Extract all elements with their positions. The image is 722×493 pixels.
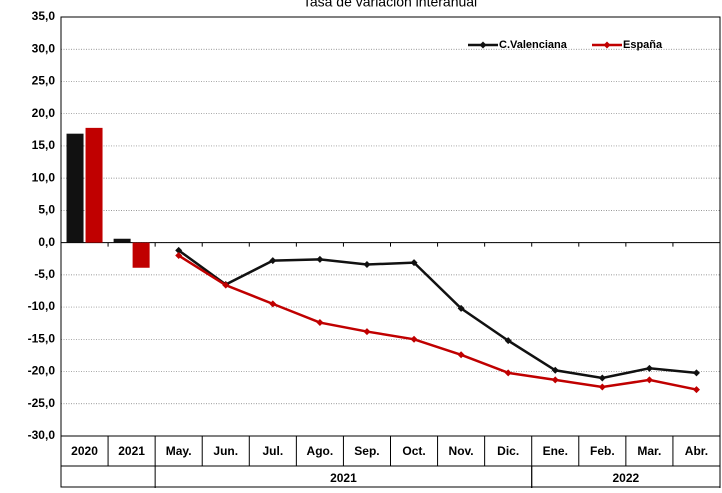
marker <box>316 319 324 327</box>
marker <box>316 255 324 263</box>
marker <box>692 386 700 394</box>
marker <box>692 369 700 377</box>
marker <box>457 351 465 359</box>
x-tick-label: Jun. <box>213 444 238 458</box>
x-tick-label: Ago. <box>307 444 334 458</box>
x-tick-label: 2020 <box>71 444 98 458</box>
marker <box>598 374 606 382</box>
y-tick-label: -5,0 <box>34 267 55 281</box>
group-label: 2021 <box>330 471 357 485</box>
bar <box>113 238 131 243</box>
marker <box>551 366 559 374</box>
marker <box>410 259 418 267</box>
y-tick-label: -25,0 <box>28 396 56 410</box>
marker <box>175 252 183 260</box>
marker <box>504 337 512 345</box>
y-tick-label: -30,0 <box>28 428 56 442</box>
x-tick-label: Mar. <box>637 444 661 458</box>
y-tick-label: 0,0 <box>38 235 55 249</box>
marker <box>457 304 465 312</box>
legend-marker <box>479 41 487 49</box>
marker <box>598 383 606 391</box>
marker <box>363 328 371 336</box>
x-tick-label: Abr. <box>685 444 708 458</box>
y-tick-label: 20,0 <box>32 106 56 120</box>
x-tick-label: 2021 <box>118 444 145 458</box>
x-tick-label: May. <box>166 444 192 458</box>
marker <box>645 376 653 384</box>
bar <box>132 242 150 268</box>
marker <box>269 257 277 265</box>
x-tick-label: Oct. <box>402 444 425 458</box>
legend-marker <box>603 41 611 49</box>
legend-label: C.Valenciana <box>499 39 568 51</box>
x-tick-label: Feb. <box>590 444 615 458</box>
group-label: 2022 <box>613 471 640 485</box>
y-tick-label: 35,0 <box>32 9 56 23</box>
marker <box>222 281 230 289</box>
marker <box>645 364 653 372</box>
marker <box>175 246 183 254</box>
marker <box>269 300 277 308</box>
marker <box>551 376 559 384</box>
bar <box>66 133 84 243</box>
x-tick-label: Sep. <box>354 444 379 458</box>
y-tick-label: 5,0 <box>38 203 55 217</box>
x-tick-label: Ene. <box>543 444 568 458</box>
bar <box>85 127 103 243</box>
marker <box>504 369 512 377</box>
x-tick-label: Nov. <box>449 444 474 458</box>
line-series <box>177 249 697 380</box>
marker <box>410 335 418 343</box>
legend-label: España <box>623 39 663 51</box>
line-series <box>178 254 697 391</box>
y-tick-label: -15,0 <box>28 331 56 345</box>
x-tick-label: Jul. <box>262 444 283 458</box>
y-tick-label: -10,0 <box>28 299 56 313</box>
y-tick-label: 30,0 <box>32 41 56 55</box>
y-tick-label: 25,0 <box>32 74 56 88</box>
y-tick-label: 15,0 <box>32 138 56 152</box>
marker <box>363 261 371 269</box>
chart-title: Tasa de variación interanual <box>303 0 477 10</box>
y-tick-label: 10,0 <box>32 170 56 184</box>
y-tick-label: -20,0 <box>28 364 56 378</box>
x-tick-label: Dic. <box>497 444 519 458</box>
